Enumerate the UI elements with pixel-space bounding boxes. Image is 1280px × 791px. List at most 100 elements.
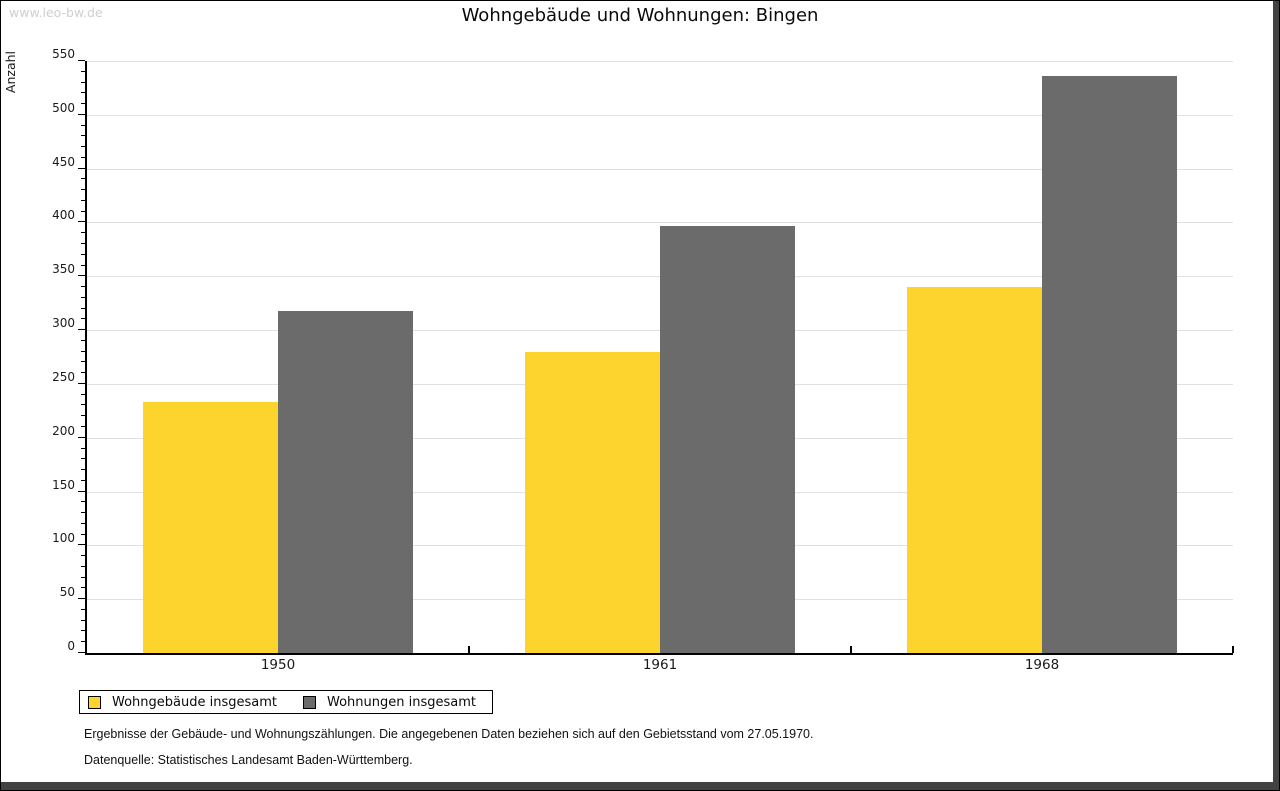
y-minor-tick xyxy=(81,70,85,72)
y-minor-tick xyxy=(81,286,85,288)
legend-swatch-icon xyxy=(303,695,316,709)
y-minor-tick xyxy=(81,555,85,557)
y-minor-tick xyxy=(81,339,85,341)
y-minor-tick xyxy=(81,296,85,298)
y-major-tick xyxy=(78,167,85,169)
y-minor-tick xyxy=(81,307,85,309)
bar-1968-wohngebaeude xyxy=(907,287,1042,653)
y-major-tick xyxy=(78,329,85,331)
y-minor-tick xyxy=(81,199,85,201)
legend: Wohngebäude insgesamt Wohnungen insgesamt xyxy=(79,690,493,714)
y-tick-label: 400 xyxy=(52,208,75,223)
y-minor-tick xyxy=(81,103,85,105)
x-boundary-tick xyxy=(850,646,852,653)
y-tick-label: 350 xyxy=(52,262,75,277)
y-tick-label: 250 xyxy=(52,369,75,384)
y-tick-label: 450 xyxy=(52,154,75,169)
y-minor-tick xyxy=(81,242,85,244)
x-boundary-tick xyxy=(1232,646,1234,653)
y-minor-tick xyxy=(81,361,85,363)
y-axis-title: Anzahl xyxy=(3,51,18,94)
bar-1950-wohngebaeude xyxy=(143,402,278,653)
y-major-tick xyxy=(78,221,85,223)
y-minor-tick xyxy=(81,641,85,643)
plot-area: 0 50 100 150 200 250 300 350 400 450 500 550 1950 196… xyxy=(52,47,1234,673)
y-major-tick xyxy=(78,113,85,115)
y-minor-tick xyxy=(81,253,85,255)
y-minor-tick xyxy=(81,576,85,578)
y-tick-label: 100 xyxy=(52,531,75,546)
y-minor-tick xyxy=(81,210,85,212)
y-minor-tick xyxy=(81,512,85,514)
y-tick-label: 50 xyxy=(59,585,75,600)
y-minor-tick xyxy=(81,533,85,535)
y-major-tick xyxy=(78,652,85,653)
y-tick-label: 150 xyxy=(52,477,75,492)
legend-label: Wohngebäude insgesamt xyxy=(112,694,277,710)
legend-item-wohngebaeude: Wohngebäude insgesamt xyxy=(88,695,277,710)
footnote-source-line2: Datenquelle: Statistisches Landesamt Bad… xyxy=(84,753,413,767)
bar-1961-wohnungen xyxy=(660,225,795,653)
y-minor-tick xyxy=(81,372,85,374)
x-category-label: 1961 xyxy=(642,657,678,673)
chart-title: Wohngebäude und Wohnungen: Bingen xyxy=(461,5,819,26)
footnote-source-line1: Ergebnisse der Gebäude- und Wohnungszähl… xyxy=(84,727,814,741)
y-major-tick xyxy=(78,598,85,600)
y-minor-tick xyxy=(81,619,85,621)
y-major-tick xyxy=(78,382,85,384)
y-minor-tick xyxy=(81,135,85,137)
leo-bw-watermark: www.leo-bw.de xyxy=(9,5,103,20)
y-major-tick xyxy=(78,436,85,438)
y-minor-tick xyxy=(81,479,85,481)
gridline xyxy=(87,222,1233,224)
y-tick-label: 200 xyxy=(52,423,75,438)
y-minor-tick xyxy=(81,404,85,406)
y-minor-tick xyxy=(81,232,85,234)
y-tick-label: 500 xyxy=(52,100,75,115)
x-boundary-tick xyxy=(468,646,470,653)
y-minor-tick xyxy=(81,458,85,460)
y-minor-tick xyxy=(81,425,85,427)
y-major-tick xyxy=(78,544,85,546)
legend-label: Wohnungen insgesamt xyxy=(327,694,476,710)
y-minor-tick xyxy=(81,189,85,191)
gridline xyxy=(87,61,1233,62)
y-major-tick xyxy=(78,490,85,492)
window-edge-shadow-bottom xyxy=(1,782,1279,790)
legend-swatch-icon xyxy=(88,695,101,709)
bar-1968-wohnungen xyxy=(1042,76,1177,653)
legend-item-wohnungen: Wohnungen insgesamt xyxy=(303,695,476,710)
window-edge-shadow-right xyxy=(1273,1,1279,790)
y-tick-label: 300 xyxy=(52,316,75,331)
gridline xyxy=(87,114,1233,116)
y-minor-tick xyxy=(81,469,85,471)
y-minor-tick xyxy=(81,318,85,320)
y-minor-tick xyxy=(81,587,85,589)
y-minor-tick xyxy=(81,146,85,148)
bar-1961-wohngebaeude xyxy=(525,351,660,653)
y-major-tick xyxy=(78,60,85,61)
y-minor-tick xyxy=(81,501,85,503)
y-minor-tick xyxy=(81,522,85,524)
y-minor-tick xyxy=(81,92,85,94)
y-tick-label: 0 xyxy=(67,639,75,653)
y-major-tick xyxy=(78,275,85,277)
y-minor-tick xyxy=(81,608,85,610)
y-tick-label: 550 xyxy=(52,47,75,61)
y-minor-tick xyxy=(81,630,85,632)
y-minor-tick xyxy=(81,393,85,395)
y-minor-tick xyxy=(81,415,85,417)
y-minor-tick xyxy=(81,264,85,266)
y-minor-tick xyxy=(81,447,85,449)
y-minor-tick xyxy=(81,156,85,158)
x-category-label: 1968 xyxy=(1024,657,1060,673)
x-category-label: 1950 xyxy=(260,657,296,673)
y-minor-tick xyxy=(81,350,85,352)
y-minor-tick xyxy=(81,178,85,180)
bar-1950-wohnungen xyxy=(278,310,413,653)
gridline xyxy=(87,168,1233,170)
y-minor-tick xyxy=(81,565,85,567)
y-minor-tick xyxy=(81,124,85,126)
y-minor-tick xyxy=(81,81,85,83)
